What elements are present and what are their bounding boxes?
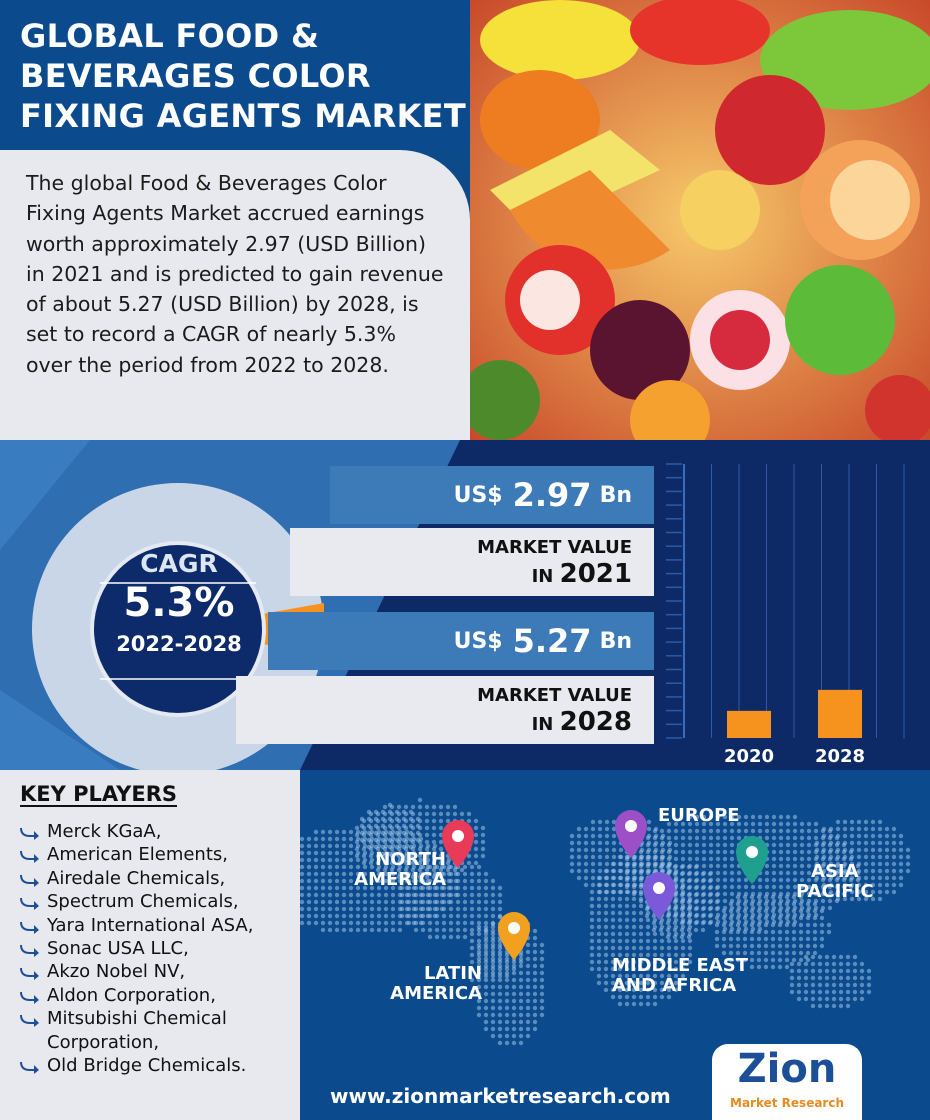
region-asia-pacific: ASIA PACIFIC xyxy=(796,861,874,902)
label-year-line: IN 2028 xyxy=(236,708,632,739)
arrow-icon xyxy=(20,874,39,887)
key-player-name: Airedale Chemicals, xyxy=(47,867,226,889)
key-player-name: American Elements, xyxy=(47,844,229,866)
value-box-2021: US$ 2.97 Bn xyxy=(330,466,654,524)
region-north-america: NORTH AMERICA xyxy=(354,849,446,890)
key-player-item: Aldon Corporation, xyxy=(20,984,296,1007)
label-line: MARKET VALUE xyxy=(477,685,632,706)
key-player-item: Spectrum Chemicals, xyxy=(20,890,296,913)
amount: 2.97 xyxy=(512,476,592,514)
asia-pacific-pin-icon xyxy=(736,836,768,884)
label-year-line: IN 2021 xyxy=(290,560,632,591)
region-latin-america: LATIN AMERICA xyxy=(390,963,482,1004)
amount: 5.27 xyxy=(512,622,592,660)
key-player-name: Yara International ASA, xyxy=(47,914,254,936)
label-line: MARKET VALUE xyxy=(477,537,632,558)
key-player-item: Airedale Chemicals, xyxy=(20,867,296,890)
label-year: 2028 xyxy=(559,707,632,737)
key-player-name: Akzo Nobel NV, xyxy=(47,961,186,983)
key-player-item: American Elements, xyxy=(20,843,296,866)
page-title: GLOBAL FOOD & BEVERAGES COLOR FIXING AGE… xyxy=(20,17,466,135)
x-tick-label: 2020 xyxy=(724,746,774,767)
intro-panel: The global Food & Beverages Color Fixing… xyxy=(0,150,470,440)
arrow-icon xyxy=(20,898,39,911)
bar-2020 xyxy=(727,710,771,738)
chart-tick-labels: 2020 2028 xyxy=(724,746,865,767)
label-prefix: IN xyxy=(531,566,554,587)
key-player-item: Sonac USA LLC, xyxy=(20,937,296,960)
arrow-icon xyxy=(20,921,39,934)
key-player-item: Old Bridge Chemicals. xyxy=(20,1054,296,1077)
arrow-icon xyxy=(20,968,39,981)
x-tick-label: 2028 xyxy=(815,746,865,767)
intro-text: The global Food & Beverages Color Fixing… xyxy=(26,171,444,377)
arrow-icon xyxy=(20,1015,39,1028)
currency: US$ xyxy=(453,482,503,508)
label-year: 2021 xyxy=(559,559,632,589)
key-player-item: Merck KGaA, xyxy=(20,820,296,843)
label-box-2021: MARKET VALUE IN 2021 xyxy=(290,528,654,596)
key-players-panel: KEY PLAYERS Merck KGaA, American Elements… xyxy=(0,770,300,1120)
region-mea: MIDDLE EAST AND AFRICA xyxy=(612,955,748,996)
mea-pin-icon xyxy=(643,872,675,920)
zion-logo: Zion Market Research xyxy=(712,1044,862,1120)
label-prefix: IN xyxy=(531,714,554,735)
logo-subtitle: Market Research xyxy=(730,1096,844,1110)
key-player-name: Sonac USA LLC, xyxy=(47,938,189,960)
cagr-label: CAGR xyxy=(140,549,218,578)
currency: US$ xyxy=(453,628,503,654)
value-box-2028: US$ 5.27 Bn xyxy=(268,612,654,670)
market-bar-chart: 2020 2028 xyxy=(666,463,905,767)
north-america-pin-icon xyxy=(442,820,474,868)
europe-pin-icon xyxy=(615,810,647,858)
logo-name: Zion xyxy=(737,1046,837,1092)
arrow-icon xyxy=(20,851,39,864)
arrow-icon xyxy=(20,991,39,1004)
key-player-name: Merck KGaA, xyxy=(47,821,162,842)
key-player-name: Old Bridge Chemicals. xyxy=(47,1055,247,1077)
cagr-value: 5.3% xyxy=(123,580,235,626)
key-players-title: KEY PLAYERS xyxy=(20,782,177,806)
key-players-list: Merck KGaA, American Elements, Airedale Ch… xyxy=(20,820,296,1077)
key-player-name: Spectrum Chemicals, xyxy=(47,891,239,913)
key-player-name: Aldon Corporation, xyxy=(47,984,216,1006)
key-player-item: Akzo Nobel NV, xyxy=(20,960,296,983)
arrow-icon xyxy=(20,828,39,840)
chart-grid xyxy=(666,463,905,739)
latin-america-pin-icon xyxy=(498,912,530,960)
arrow-icon xyxy=(20,1062,39,1075)
arrow-icon xyxy=(20,945,39,958)
website-url[interactable]: www.zionmarketresearch.com xyxy=(330,1084,671,1108)
key-player-name: Mitsubishi Chemical Corporation, xyxy=(47,1008,227,1053)
candy-photo xyxy=(470,0,930,440)
chart-bars xyxy=(727,689,862,738)
cagr-period: 2022-2028 xyxy=(116,632,242,656)
unit: Bn xyxy=(599,482,632,508)
region-europe: EUROPE xyxy=(658,805,740,826)
key-player-item: Yara International ASA, xyxy=(20,914,296,937)
header-banner: GLOBAL FOOD & BEVERAGES COLOR FIXING AGE… xyxy=(0,0,510,150)
bar-2028 xyxy=(818,689,862,738)
unit: Bn xyxy=(599,628,632,654)
label-box-2028: MARKET VALUE IN 2028 xyxy=(236,676,654,744)
key-player-item: Mitsubishi Chemical Corporation, xyxy=(20,1007,296,1054)
